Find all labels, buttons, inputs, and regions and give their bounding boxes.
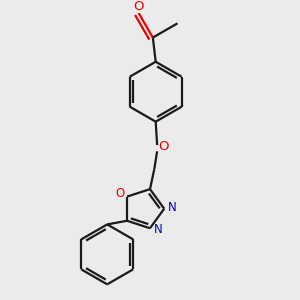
- Text: N: N: [154, 223, 162, 236]
- Text: O: O: [134, 0, 144, 13]
- Text: O: O: [158, 140, 169, 153]
- Text: O: O: [115, 187, 124, 200]
- Text: N: N: [168, 201, 177, 214]
